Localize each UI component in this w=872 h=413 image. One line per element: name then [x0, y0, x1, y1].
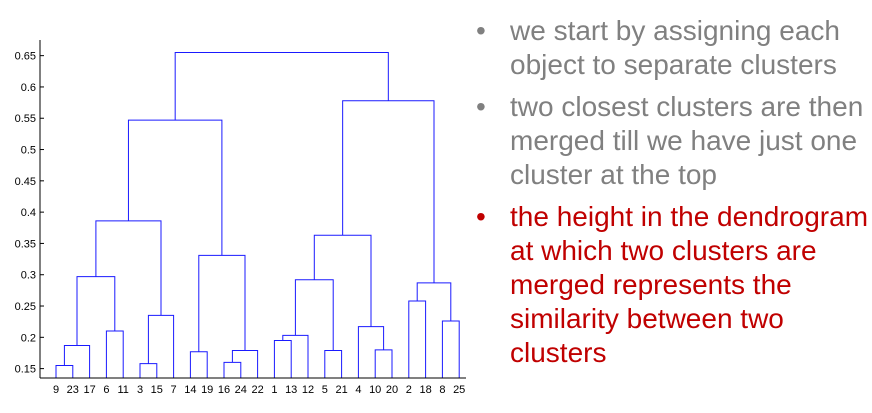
dendrogram-link	[223, 361, 242, 378]
bullet-text-1: we start by assigning each object to sep…	[510, 15, 840, 80]
dendrogram-link	[127, 119, 223, 256]
dendrogram-link	[282, 334, 309, 378]
leaf-label: 17	[83, 384, 95, 396]
dendrogram-link	[55, 364, 74, 378]
dendrogram-link	[408, 300, 427, 378]
bullet-dot: •	[476, 201, 486, 232]
leaf-label: 19	[201, 384, 213, 396]
dendrogram-link	[374, 349, 393, 378]
bullet-dot: •	[476, 15, 486, 46]
leaf-label: 9	[53, 384, 59, 396]
dendrogram-link	[95, 220, 162, 316]
leaf-label: 16	[218, 384, 230, 396]
leaf-label: 20	[386, 384, 398, 396]
y-tick-label: 0.2	[21, 332, 36, 344]
dendrogram-link	[139, 363, 158, 378]
leaf-label: 6	[103, 384, 109, 396]
leaf-label: 10	[369, 384, 381, 396]
dendrogram-link	[105, 330, 124, 378]
dendrogram-link	[198, 254, 246, 352]
leaf-label: 21	[335, 384, 347, 396]
dendrogram-link	[324, 349, 343, 378]
leaf-label: 12	[302, 384, 314, 396]
dendrogram-link	[189, 351, 208, 378]
y-tick-label: 0.6	[21, 82, 36, 94]
dendrogram-link	[441, 320, 460, 378]
leaf-label: 23	[67, 384, 79, 396]
dendrogram-link	[313, 234, 372, 327]
y-tick-label: 0.25	[15, 301, 36, 313]
y-tick-label: 0.45	[15, 176, 36, 188]
bullet-item-2: • two closest clusters are then merged ti…	[470, 90, 870, 192]
dendrogram-link	[63, 344, 91, 378]
dendrogram-link	[147, 314, 175, 378]
y-tick-label: 0.35	[15, 238, 36, 250]
leaf-label: 1	[271, 384, 277, 396]
bullet-list: • we start by assigning each object to se…	[470, 14, 870, 378]
dendrogram-link	[416, 282, 452, 322]
bullet-text-3: the height in the dendrogram at which tw…	[510, 201, 869, 368]
dendrogram-link	[76, 276, 116, 346]
leaf-label: 11	[117, 384, 128, 396]
dendrogram-link	[273, 339, 292, 378]
dendrogram-link	[231, 349, 259, 378]
leaf-label: 2	[406, 384, 412, 396]
bullet-item-1: • we start by assigning each object to se…	[470, 14, 870, 82]
leaf-label: 4	[355, 384, 361, 396]
y-tick-label: 0.55	[15, 113, 36, 125]
y-tick-label: 0.15	[15, 364, 36, 376]
y-axis: 0.15 0.2 0.25 0.3 0.35 0.4 0.45 0.5 0.55 0.6 0.65	[15, 40, 466, 379]
y-tick-label: 0.65	[15, 51, 36, 63]
leaf-label: 25	[453, 384, 465, 396]
dendrogram-link	[342, 100, 435, 283]
dendrogram-link	[357, 326, 385, 378]
dendrogram-link	[174, 52, 389, 121]
y-tick-label: 0.5	[21, 145, 36, 157]
y-tick-label: 0.3	[21, 270, 36, 282]
leaf-label: 15	[151, 384, 163, 396]
leaf-label: 24	[235, 384, 247, 396]
leaf-label: 13	[285, 384, 297, 396]
leaf-label: 3	[137, 384, 143, 396]
leaf-labels: 9 23 17 6 11 3 15 7 14 19 16 24 22 1 13 12 5 21 4 10 20 2 18 8 2…	[53, 384, 465, 396]
leaf-label: 8	[439, 384, 445, 396]
bullet-item-3: • the height in the dendrogram at which t…	[470, 200, 870, 370]
y-tick-label: 0.4	[21, 207, 36, 219]
bullet-dot: •	[476, 91, 486, 122]
leaf-label: 5	[322, 384, 328, 396]
leaf-label: 22	[251, 384, 263, 396]
dendrogram-link	[294, 279, 334, 351]
bullet-text-2: two closest clusters are then merged til…	[510, 91, 864, 190]
dendrogram: 0.150.20.250.30.350.40.450.50.550.60.65 …	[15, 40, 466, 396]
leaf-label: 18	[419, 384, 431, 396]
dendrogram-links	[55, 52, 460, 378]
leaf-label: 7	[171, 384, 177, 396]
leaf-label: 14	[184, 384, 196, 396]
